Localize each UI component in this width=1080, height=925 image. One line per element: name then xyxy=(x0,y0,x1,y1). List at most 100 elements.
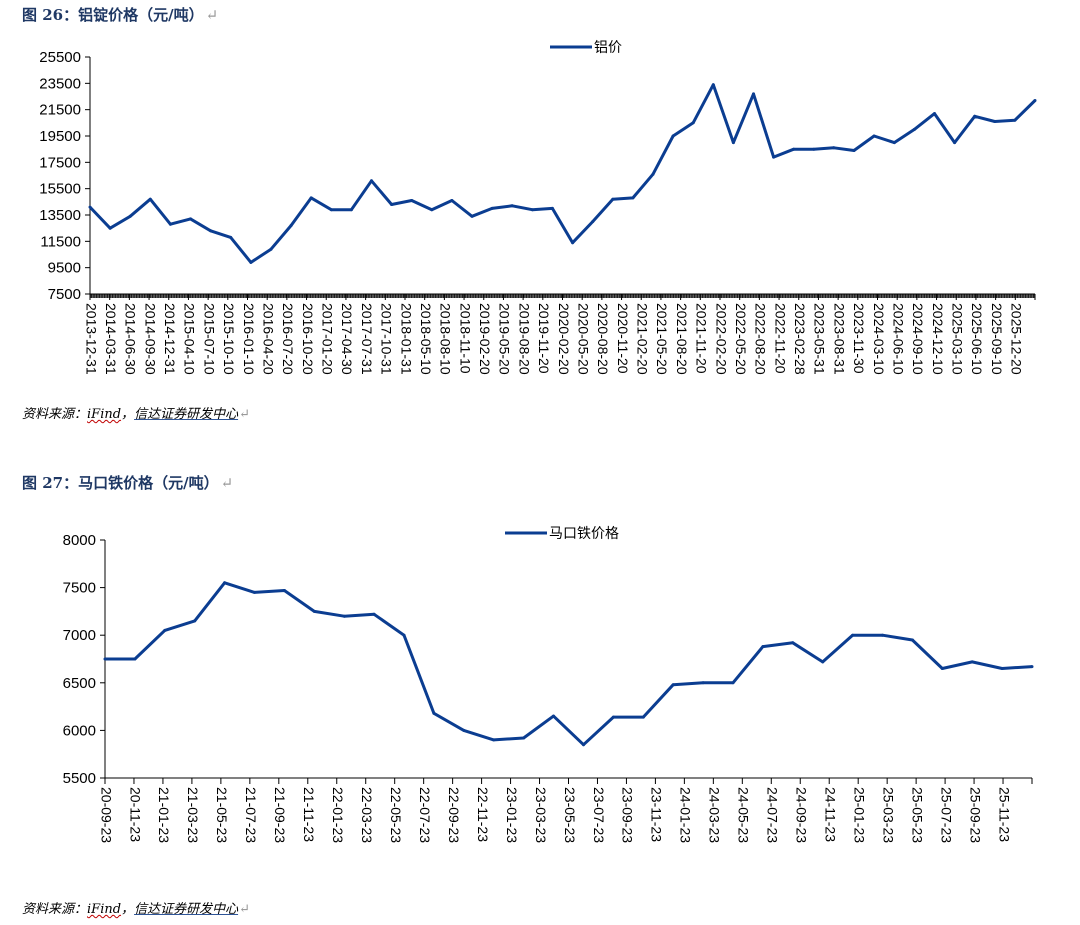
data-point xyxy=(1033,99,1037,102)
data-point xyxy=(193,619,197,623)
data-point xyxy=(582,743,585,747)
x-tick-label: 24-03-23 xyxy=(707,787,723,843)
source-sep: ， xyxy=(121,902,135,917)
data-point xyxy=(189,217,192,221)
x-tick-label: 2019-05-20 xyxy=(497,303,513,375)
data-point xyxy=(462,728,466,732)
y-tick-label: 19500 xyxy=(39,128,81,145)
return-mark: ↵ xyxy=(239,902,250,917)
x-tick-label: 2020-08-20 xyxy=(595,303,611,375)
x-tick-label: 21-05-23 xyxy=(214,787,230,843)
source-sep: ， xyxy=(121,407,135,422)
x-tick-label: 2016-10-20 xyxy=(300,303,316,375)
data-point xyxy=(312,609,316,613)
data-point xyxy=(128,214,132,218)
x-tick-label: 20-11-23 xyxy=(127,787,143,842)
x-tick-label: 21-01-23 xyxy=(156,787,172,843)
data-point xyxy=(168,222,172,226)
data-point xyxy=(651,172,655,176)
figure-26-source: 资料来源：iFind，信达证券研发中心↵ xyxy=(22,403,250,422)
figure-26-title: 图 26：铝锭价格（元/吨） ↵ xyxy=(22,4,218,25)
data-point xyxy=(1030,665,1034,669)
data-point xyxy=(852,149,856,152)
y-tick-label: 7500 xyxy=(48,286,81,303)
data-point xyxy=(940,667,944,670)
data-point xyxy=(611,715,615,719)
x-tick-label: 2014-09-30 xyxy=(142,303,158,375)
source-ifind: iFind xyxy=(87,407,122,422)
data-point xyxy=(791,641,795,645)
data-point xyxy=(450,199,454,202)
data-point xyxy=(402,633,406,637)
x-tick-label: 2020-05-20 xyxy=(575,303,591,375)
x-tick-label: 2024-12-10 xyxy=(930,303,946,375)
x-tick-label: 24-09-23 xyxy=(794,787,810,843)
data-point xyxy=(209,229,213,233)
x-tick-label: 2024-09-10 xyxy=(910,303,926,375)
data-point xyxy=(163,628,167,632)
x-tick-label: 2017-10-31 xyxy=(379,303,395,375)
x-tick-label: 21-03-23 xyxy=(185,787,201,843)
legend-label: 马口铁价格 xyxy=(549,526,619,542)
x-tick-label: 2020-11-20 xyxy=(615,303,631,374)
x-tick-label: 2025-12-20 xyxy=(1009,303,1025,375)
x-tick-label: 24-01-23 xyxy=(678,787,694,843)
x-tick-label: 2021-08-20 xyxy=(674,303,690,375)
data-point xyxy=(701,681,705,685)
y-tick-label: 23500 xyxy=(39,75,81,92)
data-point xyxy=(993,120,997,123)
y-tick-label: 6500 xyxy=(63,675,96,692)
x-tick-label: 2021-02-20 xyxy=(635,303,651,375)
data-point xyxy=(821,660,825,664)
source-prefix: 资料来源： xyxy=(22,407,88,422)
data-point xyxy=(492,738,496,742)
y-tick-label: 6000 xyxy=(63,722,96,739)
x-tick-label: 2014-03-31 xyxy=(103,303,119,375)
data-point xyxy=(832,146,836,150)
x-tick-label: 2015-10-10 xyxy=(221,303,237,375)
data-point xyxy=(671,683,675,687)
source-ifind: iFind xyxy=(87,902,122,917)
x-tick-label: 25-05-23 xyxy=(909,787,925,843)
data-point xyxy=(103,657,107,661)
x-tick-label: 2016-04-20 xyxy=(260,303,276,375)
x-tick-label: 2023-02-28 xyxy=(792,303,808,375)
x-tick-label: 2018-11-10 xyxy=(457,303,473,374)
data-point xyxy=(752,92,755,96)
y-tick-label: 15500 xyxy=(39,181,81,198)
data-point xyxy=(731,681,735,685)
data-point xyxy=(910,638,914,642)
data-point xyxy=(571,241,575,245)
x-tick-label: 25-11-23 xyxy=(996,787,1012,842)
data-point xyxy=(309,196,313,200)
data-point xyxy=(510,204,514,208)
data-point xyxy=(933,112,936,116)
data-point xyxy=(851,633,855,637)
data-point xyxy=(430,208,434,212)
x-tick-label: 2025-09-10 xyxy=(989,303,1005,375)
data-point xyxy=(550,206,554,210)
x-tick-label: 2014-06-30 xyxy=(123,303,139,375)
data-point xyxy=(522,736,526,740)
x-tick-label: 2021-05-20 xyxy=(654,303,670,375)
y-tick-label: 5500 xyxy=(63,770,96,787)
data-point xyxy=(772,155,776,159)
x-tick-label: 2015-07-10 xyxy=(201,303,217,375)
data-point xyxy=(631,196,635,200)
source-org: 信达证券研发中心 xyxy=(134,902,239,917)
figure-27-source: 资料来源：iFind，信达证券研发中心↵ xyxy=(22,898,250,917)
x-tick-label: 2024-03-10 xyxy=(871,303,887,375)
x-tick-label: 2015-04-10 xyxy=(182,303,198,375)
data-point xyxy=(812,147,816,151)
data-point xyxy=(349,208,353,212)
data-point xyxy=(881,633,884,637)
data-point xyxy=(282,589,286,592)
x-tick-label: 23-07-23 xyxy=(591,787,607,843)
y-tick-label: 9500 xyxy=(48,260,81,277)
x-tick-label: 2017-04-30 xyxy=(339,303,355,375)
data-point xyxy=(470,214,474,218)
x-tick-label: 22-11-23 xyxy=(475,787,491,842)
data-point xyxy=(253,590,256,594)
x-tick-label: 23-05-23 xyxy=(562,787,578,843)
x-tick-label: 2022-11-20 xyxy=(772,303,788,374)
